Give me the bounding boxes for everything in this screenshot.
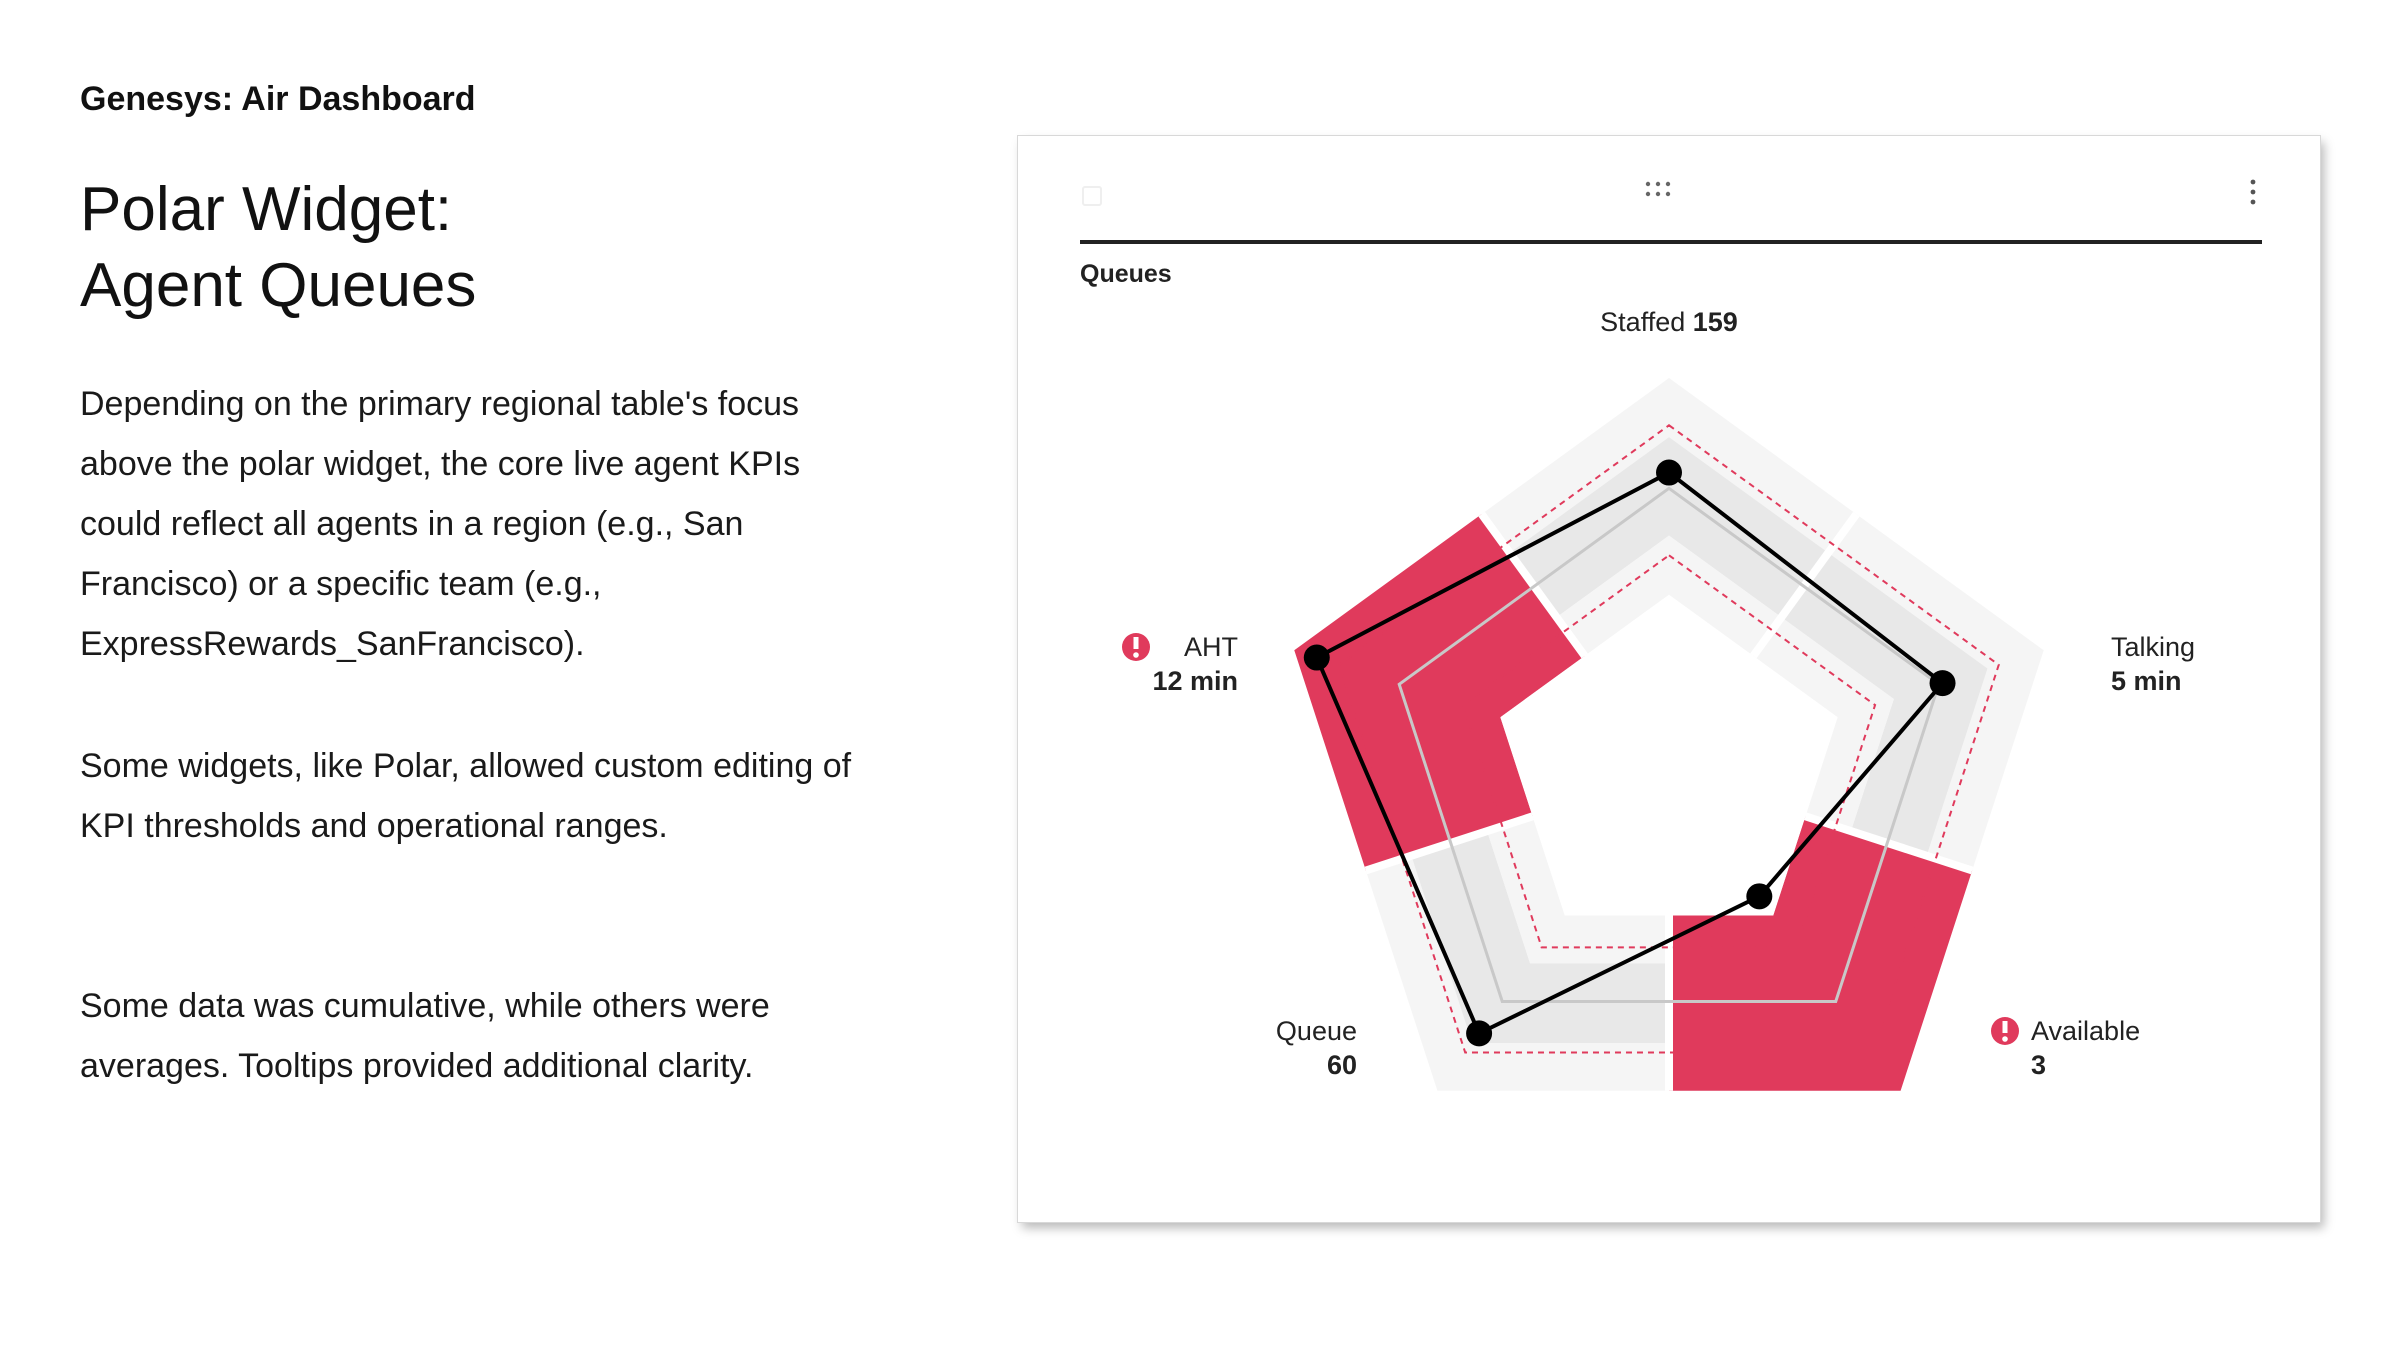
zone-mid-queue <box>1411 831 1669 1043</box>
data-point-available <box>1746 883 1773 910</box>
zone-mid-staffed <box>1509 437 1829 618</box>
axis-value-available: 3 <box>2031 1050 2046 1080</box>
alert-icon-available <box>1991 1017 2019 1045</box>
threshold-outer <box>1338 424 2000 1054</box>
widget-header-rule <box>1080 240 2262 244</box>
zone-inner-staffed <box>1556 535 1782 656</box>
data-point-queue <box>1466 1020 1493 1047</box>
widget-label: Queues <box>1080 260 1172 288</box>
zone-inner-queue <box>1487 816 1669 964</box>
axis-value-queue: 60 <box>1327 1050 1357 1080</box>
polar-widget-card: Queues Staffed 159 Talking 5 min Available 3… <box>1018 136 2320 1222</box>
page-title: Polar Widget: Agent Queues <box>80 172 476 324</box>
segment-divider <box>1750 511 1860 659</box>
title-line-1: Polar Widget: <box>80 175 453 244</box>
segment-divider <box>1364 812 1534 875</box>
description-paragraph-1: Depending on the primary regional table'… <box>80 385 801 663</box>
data-point-talking <box>1929 670 1956 697</box>
series-line <box>1314 470 1945 1036</box>
alert-zone-available <box>1669 816 1973 1091</box>
widget-tab-icon <box>1082 186 1102 206</box>
axis-name-aht: AHT <box>1184 632 1238 662</box>
target-guide <box>1397 486 1941 1004</box>
axis-label-staffed: Staffed 159 <box>1600 307 1738 337</box>
axis-name-talking: Talking <box>2111 632 2195 662</box>
description-paragraph-3: Some data was cumulative, while others w… <box>80 987 770 1085</box>
chart-center <box>1500 594 1838 916</box>
zone-outer-talking <box>1828 514 2044 871</box>
kebab-menu-icon[interactable] <box>2248 178 2258 206</box>
segment-divider <box>1478 511 1588 659</box>
zone-outer-queue <box>1365 855 1669 1091</box>
axis-value-aht: 12 min <box>1152 666 1238 696</box>
description-paragraph-2: Some widgets, like Polar, allowed custom… <box>80 747 852 845</box>
axis-value-talking: 5 min <box>2111 666 2182 696</box>
polar-chart: Staffed 159 Talking 5 min Available 3 Queue 60… <box>1122 307 2195 1091</box>
data-point-aht <box>1303 644 1330 671</box>
segment-divider <box>1804 812 1974 875</box>
zone-mid-talking <box>1781 552 1988 856</box>
axis-name-queue: Queue <box>1276 1016 1357 1046</box>
title-line-2: Agent Queues <box>80 251 477 320</box>
drag-handle-icon[interactable] <box>1644 180 1672 198</box>
axis-name-available: Available <box>2031 1016 2140 1046</box>
eyebrow-text: Genesys: Air Dashboard <box>80 80 476 118</box>
data-point-staffed <box>1656 459 1682 486</box>
alert-icon-aht <box>1122 633 1150 661</box>
threshold-inner <box>1461 554 1877 949</box>
